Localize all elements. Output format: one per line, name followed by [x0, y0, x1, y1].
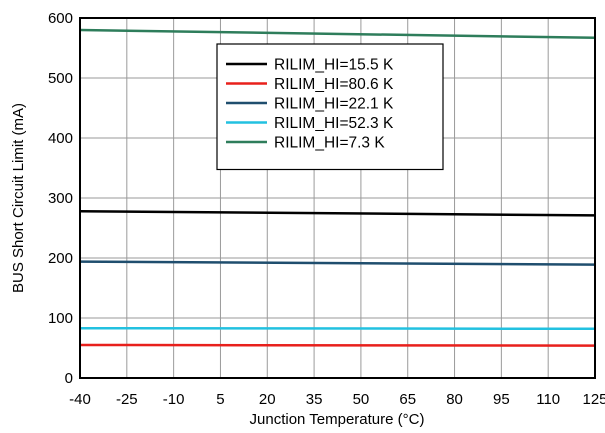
y-tick-label: 300	[48, 190, 73, 207]
legend-label: RILIM_HI=52.3 K	[274, 115, 394, 132]
y-tick-label: 200	[48, 250, 73, 267]
legend: RILIM_HI=15.5 K RILIM_HI=80.6 K RILIM_HI=2…	[216, 43, 444, 171]
legend-label: RILIM_HI=22.1 K	[274, 96, 394, 113]
x-tick-label: -25	[116, 391, 138, 408]
y-tick-label: 500	[48, 70, 73, 87]
x-tick-label: 110	[536, 391, 560, 408]
series-group	[79, 28, 596, 347]
legend-label: RILIM_HI=80.6 K	[274, 76, 394, 93]
series-line	[79, 260, 596, 266]
legend-label: RILIM_HI=15.5 K	[274, 57, 394, 74]
series-line	[79, 209, 596, 217]
y-tick-labels: 0 100 200 300 400 500 600	[48, 10, 73, 387]
y-tick-label: 400	[48, 130, 73, 147]
plot-frame	[79, 17, 596, 379]
x-tick-label: 5	[216, 391, 224, 408]
y-tick-label: 0	[65, 370, 73, 387]
y-tick-label: 100	[48, 310, 73, 327]
x-tick-label: 35	[306, 391, 323, 408]
x-axis-label: Junction Temperature (°C)	[250, 411, 425, 428]
series-line	[79, 326, 596, 331]
x-tick-label: 125	[582, 391, 605, 408]
x-tick-label: 80	[446, 391, 463, 408]
x-tick-label: 50	[353, 391, 370, 408]
y-tick-label: 600	[48, 10, 73, 27]
x-tick-label: -10	[163, 391, 185, 408]
x-tick-label: 20	[259, 391, 276, 408]
legend-label: RILIM_HI=7.3 K	[274, 135, 385, 152]
series-line	[79, 28, 596, 40]
y-axis-label: BUS Short Circuit Limit (mA)	[10, 103, 27, 293]
x-tick-label: -40	[69, 391, 91, 408]
x-tick-label: 65	[399, 391, 416, 408]
x-tick-labels: -40 -25 -10 5 20 35 50 65 80 95 110 125	[69, 391, 605, 408]
x-tick-label: 95	[493, 391, 510, 408]
series-line	[79, 343, 596, 347]
